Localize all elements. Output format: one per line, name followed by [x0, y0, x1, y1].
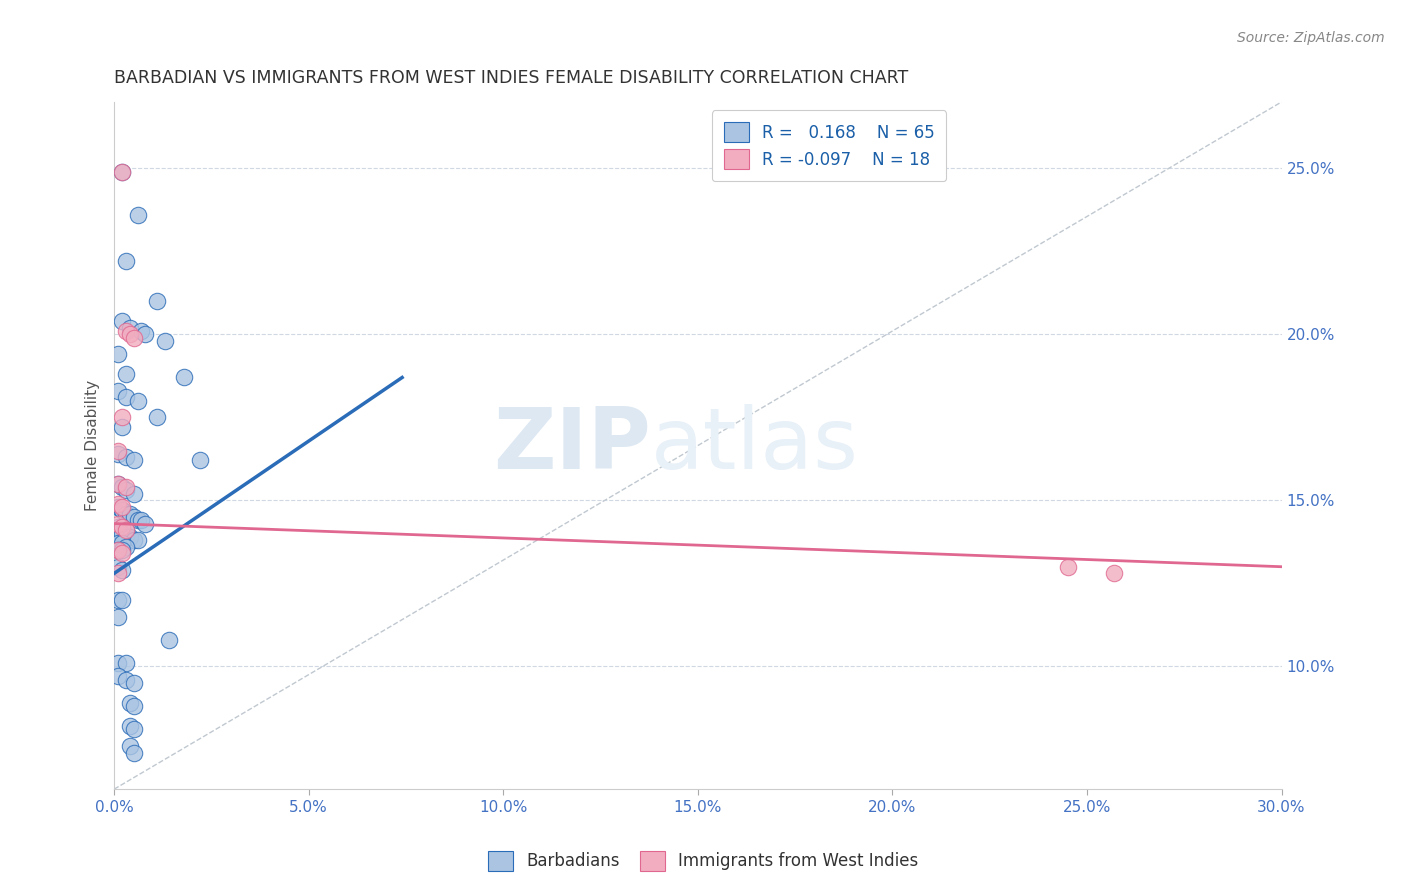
Point	[115, 480, 138, 494]
Point	[131, 513, 153, 527]
Point	[1102, 566, 1125, 581]
Point	[115, 507, 138, 521]
Point	[107, 566, 129, 581]
Point	[111, 526, 134, 541]
Point	[1056, 559, 1078, 574]
Point	[188, 453, 211, 467]
Point	[134, 327, 156, 342]
Legend: Barbadians, Immigrants from West Indies: Barbadians, Immigrants from West Indies	[479, 842, 927, 880]
Point	[122, 486, 145, 500]
Point	[107, 443, 129, 458]
Point	[118, 696, 141, 710]
Point	[122, 510, 145, 524]
Point	[157, 632, 180, 647]
Point	[107, 609, 129, 624]
Point	[146, 410, 169, 425]
Point	[107, 384, 129, 398]
Point	[122, 331, 145, 345]
Point	[107, 516, 129, 531]
Point	[134, 516, 156, 531]
Point	[107, 669, 129, 683]
Text: Source: ZipAtlas.com: Source: ZipAtlas.com	[1237, 31, 1385, 45]
Point	[107, 476, 129, 491]
Text: ZIP: ZIP	[494, 404, 651, 487]
Point	[107, 447, 129, 461]
Point	[115, 450, 138, 465]
Point	[111, 520, 134, 534]
Point	[127, 533, 149, 548]
Point	[111, 480, 134, 494]
Point	[118, 507, 141, 521]
Point	[122, 533, 145, 548]
Point	[115, 324, 138, 338]
Point	[107, 593, 129, 607]
Point	[115, 254, 138, 268]
Point	[122, 453, 145, 467]
Point	[111, 500, 134, 514]
Point	[118, 327, 141, 342]
Point	[146, 294, 169, 309]
Point	[127, 393, 149, 408]
Point	[131, 324, 153, 338]
Point	[107, 656, 129, 670]
Text: atlas: atlas	[651, 404, 859, 487]
Point	[111, 314, 134, 328]
Point	[107, 543, 129, 558]
Y-axis label: Female Disability: Female Disability	[86, 380, 100, 511]
Point	[107, 536, 129, 550]
Point	[122, 699, 145, 714]
Point	[111, 410, 134, 425]
Point	[111, 164, 134, 178]
Point	[115, 391, 138, 405]
Point	[111, 503, 134, 517]
Point	[115, 483, 138, 498]
Point	[111, 546, 134, 560]
Point	[115, 540, 138, 554]
Point	[111, 536, 134, 550]
Point	[118, 320, 141, 334]
Point	[107, 500, 129, 514]
Point	[107, 543, 129, 558]
Point	[107, 520, 129, 534]
Legend: R =   0.168    N = 65, R = -0.097    N = 18: R = 0.168 N = 65, R = -0.097 N = 18	[711, 111, 946, 181]
Point	[118, 739, 141, 753]
Point	[111, 420, 134, 434]
Point	[107, 476, 129, 491]
Point	[115, 367, 138, 381]
Point	[122, 746, 145, 760]
Point	[115, 673, 138, 687]
Point	[107, 559, 129, 574]
Point	[115, 523, 138, 537]
Point	[118, 530, 141, 544]
Point	[111, 520, 134, 534]
Point	[107, 497, 129, 511]
Point	[111, 563, 134, 577]
Point	[173, 370, 195, 384]
Point	[107, 526, 129, 541]
Point	[111, 503, 134, 517]
Point	[122, 676, 145, 690]
Text: BARBADIAN VS IMMIGRANTS FROM WEST INDIES FEMALE DISABILITY CORRELATION CHART: BARBADIAN VS IMMIGRANTS FROM WEST INDIES…	[114, 69, 908, 87]
Point	[127, 513, 149, 527]
Point	[111, 593, 134, 607]
Point	[118, 719, 141, 733]
Point	[127, 208, 149, 222]
Point	[111, 543, 134, 558]
Point	[153, 334, 176, 348]
Point	[115, 530, 138, 544]
Point	[122, 723, 145, 737]
Point	[107, 347, 129, 361]
Point	[111, 164, 134, 178]
Point	[115, 523, 138, 537]
Point	[115, 656, 138, 670]
